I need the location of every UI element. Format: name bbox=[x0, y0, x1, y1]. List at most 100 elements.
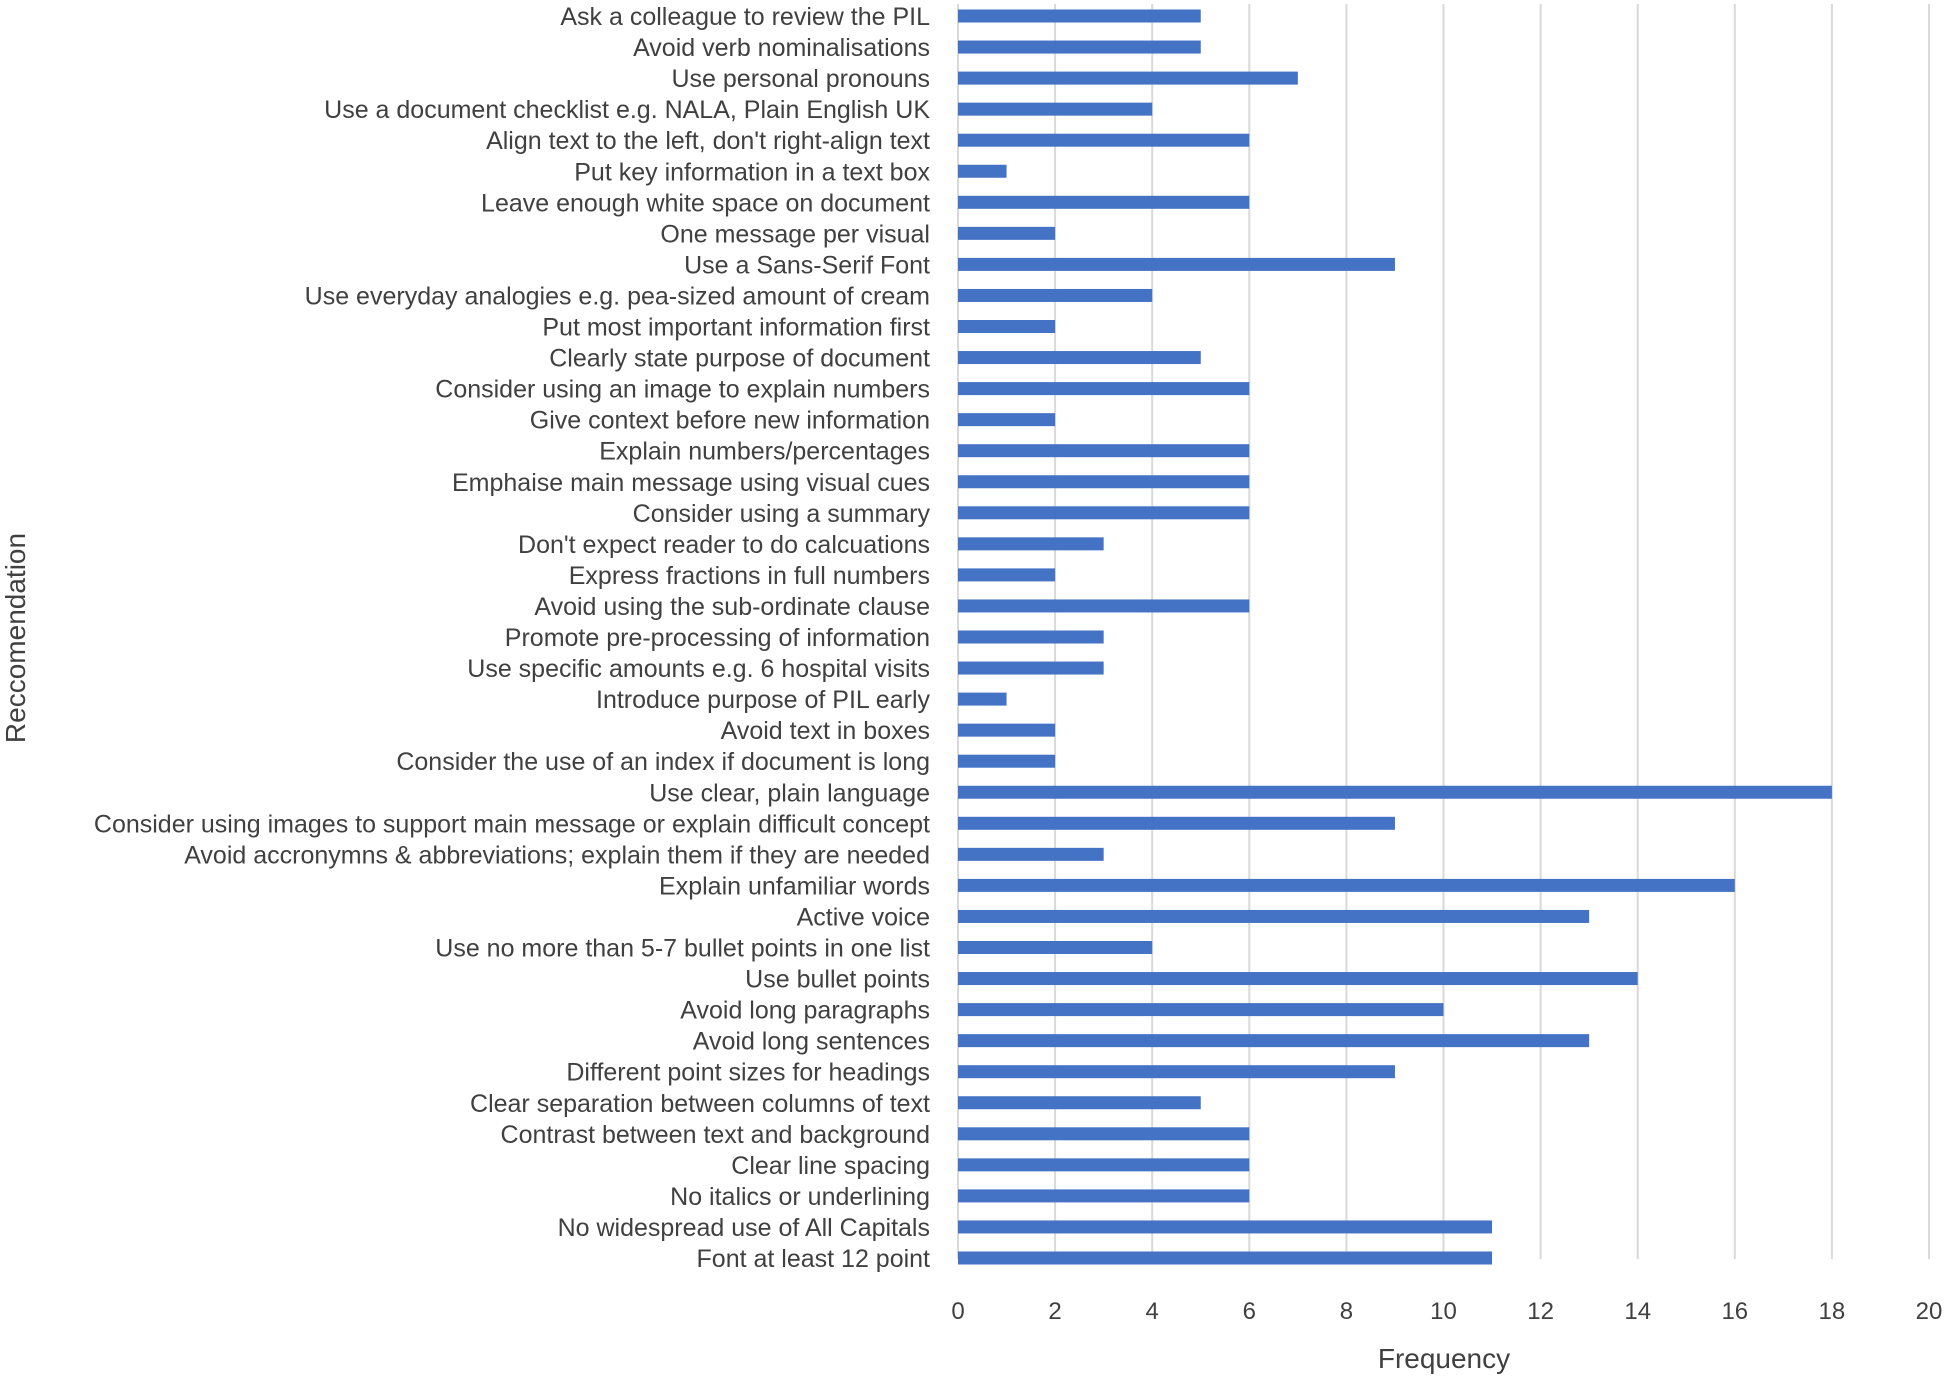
category-label-32: Avoid long paragraphs bbox=[680, 997, 930, 1025]
category-label-14: Explain numbers/percentages bbox=[599, 438, 930, 466]
category-label-27: Avoid accronymns & abbreviations; explai… bbox=[184, 841, 930, 869]
bar-20 bbox=[958, 630, 1104, 644]
category-label-34: Different point sizes for headings bbox=[566, 1059, 930, 1087]
category-label-40: Font at least 12 point bbox=[697, 1245, 931, 1273]
x-tick-label-0: 0 bbox=[951, 1298, 964, 1325]
bar-39 bbox=[958, 1220, 1493, 1234]
bar-36 bbox=[958, 1127, 1250, 1141]
bar-30 bbox=[958, 941, 1153, 954]
bar-31 bbox=[958, 972, 1638, 986]
x-tick-label-8: 8 bbox=[1340, 1298, 1353, 1325]
bar-2 bbox=[958, 71, 1298, 85]
category-label-15: Emphaise main message using visual cues bbox=[452, 469, 930, 497]
gridlines bbox=[957, 4, 1930, 1259]
category-label-38: No italics or underlining bbox=[670, 1183, 930, 1211]
bar-0 bbox=[958, 9, 1201, 23]
bar-27 bbox=[958, 847, 1104, 861]
x-tick-label-16: 16 bbox=[1721, 1298, 1748, 1325]
x-tick-label-6: 6 bbox=[1243, 1298, 1256, 1325]
bar-24 bbox=[958, 754, 1056, 768]
bar-11 bbox=[958, 351, 1201, 365]
bar-35 bbox=[958, 1096, 1201, 1110]
bar-26 bbox=[958, 816, 1395, 830]
bar-23 bbox=[958, 723, 1056, 737]
bar-8 bbox=[958, 257, 1395, 271]
category-label-3: Use a document checklist e.g. NALA, Plai… bbox=[324, 96, 930, 124]
bar-13 bbox=[958, 413, 1056, 427]
category-label-12: Consider using an image to explain numbe… bbox=[435, 376, 930, 404]
y-axis-title: Reccomendation bbox=[0, 533, 31, 743]
category-label-36: Contrast between text and background bbox=[501, 1121, 930, 1149]
bar-12 bbox=[958, 382, 1250, 396]
bar-40 bbox=[958, 1251, 1493, 1265]
bar-5 bbox=[958, 164, 1007, 178]
bar-10 bbox=[958, 320, 1056, 333]
category-label-4: Align text to the left, don't right-alig… bbox=[486, 127, 930, 155]
x-tick-label-20: 20 bbox=[1916, 1298, 1943, 1325]
bar-32 bbox=[958, 1003, 1444, 1017]
category-label-7: One message per visual bbox=[660, 220, 930, 248]
bar-7 bbox=[958, 226, 1056, 240]
category-label-39: No widespread use of All Capitals bbox=[558, 1214, 930, 1242]
x-tick-label-2: 2 bbox=[1048, 1298, 1061, 1325]
bar-22 bbox=[958, 692, 1007, 706]
category-label-6: Leave enough white space on document bbox=[481, 189, 930, 217]
category-label-16: Consider using a summary bbox=[633, 500, 931, 528]
bars bbox=[958, 9, 1832, 1265]
bar-38 bbox=[958, 1189, 1250, 1203]
x-tick-labels: 0 2 4 6 8 10 12 14 16 18 20 bbox=[951, 1298, 1942, 1325]
category-label-22: Introduce purpose of PIL early bbox=[596, 686, 930, 714]
bar-37 bbox=[958, 1158, 1250, 1172]
category-label-26: Consider using images to support main me… bbox=[94, 810, 930, 838]
category-label-30: Use no more than 5-7 bullet points in on… bbox=[435, 935, 930, 963]
x-tick-label-12: 12 bbox=[1527, 1298, 1554, 1325]
category-label-2: Use personal pronouns bbox=[672, 65, 931, 93]
bar-29 bbox=[958, 909, 1590, 923]
category-label-28: Explain unfamiliar words bbox=[659, 872, 930, 900]
bar-6 bbox=[958, 195, 1250, 209]
bar-28 bbox=[958, 878, 1735, 892]
bar-3 bbox=[958, 102, 1153, 116]
bar-18 bbox=[958, 568, 1056, 582]
category-label-5: Put key information in a text box bbox=[574, 158, 930, 186]
category-label-29: Active voice bbox=[797, 903, 930, 931]
bar-16 bbox=[958, 506, 1250, 520]
bar-4 bbox=[958, 133, 1250, 147]
category-label-33: Avoid long sentences bbox=[693, 1028, 930, 1056]
category-label-11: Clearly state purpose of document bbox=[549, 345, 930, 373]
x-tick-label-4: 4 bbox=[1146, 1298, 1159, 1325]
category-label-0: Ask a colleague to review the PIL bbox=[560, 3, 930, 31]
category-label-1: Avoid verb nominalisations bbox=[633, 34, 930, 62]
category-label-25: Use clear, plain language bbox=[649, 779, 930, 807]
category-label-17: Don't expect reader to do calcuations bbox=[518, 531, 930, 559]
category-label-37: Clear line spacing bbox=[731, 1152, 930, 1180]
x-tick-label-18: 18 bbox=[1819, 1298, 1846, 1325]
category-label-23: Avoid text in boxes bbox=[721, 717, 930, 745]
bar-33 bbox=[958, 1034, 1590, 1048]
category-label-19: Avoid using the sub-ordinate clause bbox=[534, 593, 930, 621]
bar-1 bbox=[958, 40, 1201, 54]
x-tick-label-14: 14 bbox=[1624, 1298, 1651, 1325]
category-label-21: Use specific amounts e.g. 6 hospital vis… bbox=[467, 655, 930, 683]
bar-9 bbox=[958, 288, 1153, 302]
bar-34 bbox=[958, 1065, 1395, 1079]
x-tick-label-10: 10 bbox=[1430, 1298, 1457, 1325]
bar-21 bbox=[958, 661, 1104, 675]
category-label-35: Clear separation between columns of text bbox=[470, 1090, 930, 1118]
category-label-18: Express fractions in full numbers bbox=[569, 562, 930, 590]
category-label-20: Promote pre-processing of information bbox=[505, 624, 930, 652]
category-label-8: Use a Sans-Serif Font bbox=[684, 251, 930, 279]
bar-15 bbox=[958, 475, 1250, 489]
category-label-10: Put most important information first bbox=[542, 314, 930, 342]
bar-17 bbox=[958, 537, 1104, 551]
category-label-13: Give context before new information bbox=[530, 407, 930, 435]
category-label-9: Use everyday analogies e.g. pea-sized am… bbox=[305, 282, 930, 310]
x-axis-title: Frequency bbox=[1378, 1343, 1510, 1374]
category-label-31: Use bullet points bbox=[745, 966, 930, 994]
category-labels: Ask a colleague to review the PIL Avoid v… bbox=[94, 3, 931, 1273]
bar-14 bbox=[958, 444, 1250, 458]
category-label-24: Consider the use of an index if document… bbox=[396, 748, 930, 776]
bar-25 bbox=[958, 785, 1832, 799]
